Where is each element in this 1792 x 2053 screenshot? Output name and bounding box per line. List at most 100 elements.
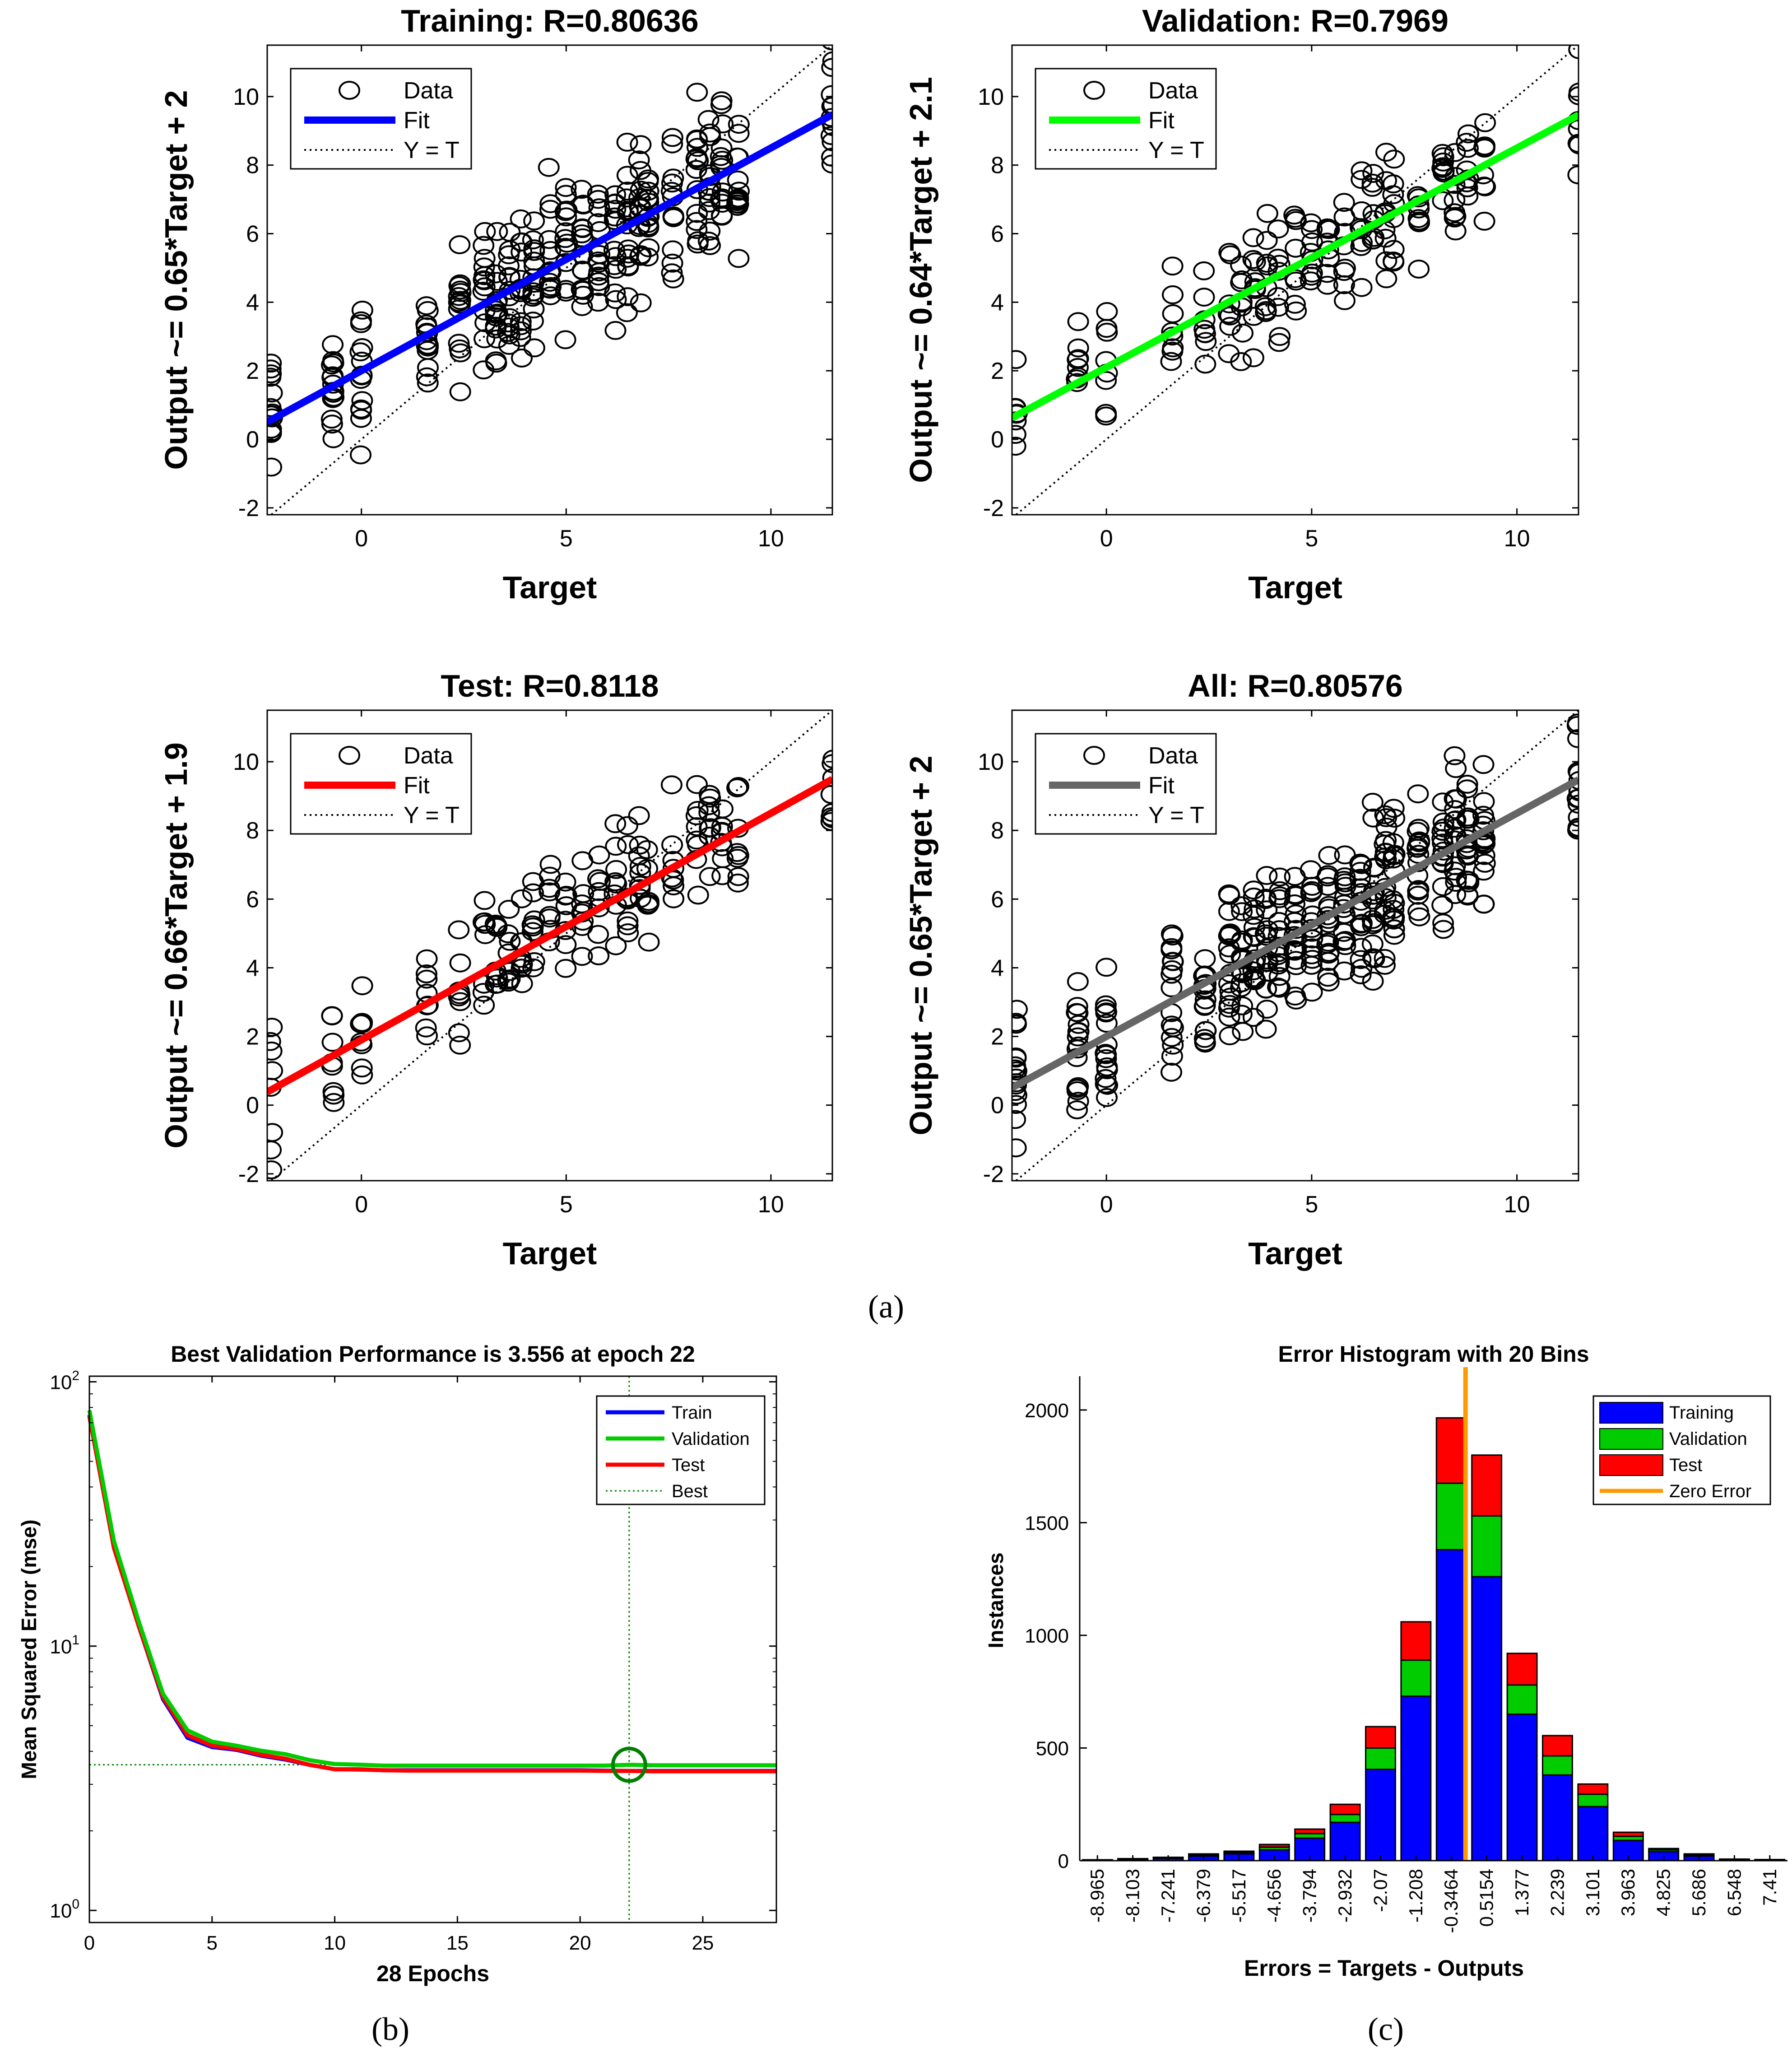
data-point xyxy=(1218,995,1240,1014)
plot-content xyxy=(267,45,832,515)
data-point xyxy=(1431,144,1453,163)
data-point xyxy=(727,846,749,865)
x-tick-label: 0 xyxy=(1100,1192,1113,1218)
x-tick-label: -0.3464 xyxy=(1440,1869,1462,1933)
y-tick-label: 100 xyxy=(50,1897,79,1922)
data-point xyxy=(636,840,658,859)
data-point xyxy=(1382,849,1404,869)
series-line-test xyxy=(87,1416,776,1774)
data-point xyxy=(1383,900,1405,919)
data-point xyxy=(1408,260,1430,279)
data-point xyxy=(1096,302,1118,321)
data-point xyxy=(605,837,627,856)
data-point xyxy=(1067,1077,1089,1096)
data-point xyxy=(1231,931,1253,950)
data-point xyxy=(617,835,639,854)
data-point xyxy=(571,224,593,243)
plot-title: Test: R=0.8118 xyxy=(441,668,659,703)
data-point xyxy=(484,914,506,934)
legend-label-identity: Y = T xyxy=(1148,802,1204,829)
data-point xyxy=(1232,1022,1254,1041)
data-point xyxy=(728,249,750,268)
data-point xyxy=(449,382,471,401)
data-point xyxy=(1096,322,1118,342)
data-point xyxy=(699,867,721,886)
fit-line xyxy=(1012,112,1578,421)
y-tick-label: 8 xyxy=(246,153,259,179)
y-tick-label: 4 xyxy=(991,955,1004,981)
data-point xyxy=(321,1033,344,1052)
y-tick-label: 6 xyxy=(991,221,1004,247)
bar-validation xyxy=(1542,1755,1573,1776)
series-line-validation xyxy=(87,1410,776,1768)
data-point xyxy=(486,974,508,994)
bar-validation xyxy=(1577,1793,1609,1807)
data-point xyxy=(588,845,610,865)
identity-line xyxy=(1014,45,1578,515)
data-point xyxy=(1474,113,1496,132)
data-point xyxy=(1374,956,1396,975)
data-point xyxy=(1374,805,1396,824)
data-point xyxy=(604,200,627,219)
data-point xyxy=(522,958,544,978)
data-point xyxy=(1067,312,1089,331)
data-point xyxy=(617,916,639,936)
x-tick-label: 25 xyxy=(692,1932,714,1954)
bar-training xyxy=(1542,1774,1573,1862)
data-point xyxy=(1568,45,1578,59)
bar-test xyxy=(1329,1803,1361,1816)
data-point xyxy=(587,925,609,944)
data-point xyxy=(1431,895,1453,915)
data-point xyxy=(1334,936,1356,955)
data-point xyxy=(1067,1092,1089,1111)
data-point xyxy=(636,859,658,878)
data-point xyxy=(449,235,471,254)
data-point xyxy=(1012,1000,1028,1019)
data-point xyxy=(448,293,470,312)
data-point xyxy=(1012,1138,1027,1158)
data-point xyxy=(1374,949,1396,968)
x-tick-label: -3.794 xyxy=(1299,1869,1320,1923)
data-point xyxy=(1284,987,1306,1006)
y-tick-label: 0 xyxy=(991,1093,1004,1119)
data-point xyxy=(1067,972,1089,991)
data-point xyxy=(727,873,749,893)
data-point xyxy=(1383,252,1405,272)
data-point xyxy=(498,317,520,337)
legend-label-train: Train xyxy=(672,1403,712,1423)
data-point xyxy=(1193,288,1215,307)
data-point xyxy=(1408,907,1430,926)
data-point xyxy=(511,889,533,908)
bar-validation xyxy=(1329,1814,1361,1823)
data-point xyxy=(511,232,533,251)
data-point xyxy=(1267,978,1289,997)
bar-training xyxy=(1365,1769,1396,1862)
data-point xyxy=(1362,230,1384,250)
bar-validation xyxy=(1471,1515,1503,1578)
data-point xyxy=(604,283,626,303)
data-point xyxy=(322,1082,344,1101)
plot-frame xyxy=(266,709,833,1182)
data-point xyxy=(1244,899,1266,919)
data-point xyxy=(1333,193,1355,212)
data-point xyxy=(1285,211,1307,230)
legend-label-training: Training xyxy=(1669,1403,1734,1423)
data-point xyxy=(1219,317,1241,336)
bar-test xyxy=(1471,1454,1503,1517)
y-tick-label: 4 xyxy=(246,289,259,316)
data-point xyxy=(416,1026,438,1046)
y-tick-label: -2 xyxy=(983,495,1004,521)
x-axis-label: Target xyxy=(503,570,597,605)
data-point xyxy=(1267,248,1289,268)
y-tick-label: 10 xyxy=(978,749,1004,775)
data-point xyxy=(698,803,720,822)
data-point xyxy=(728,182,750,201)
x-axis-label: Target xyxy=(1248,570,1342,605)
data-point xyxy=(727,867,749,886)
legend-label-validation: Validation xyxy=(1669,1429,1747,1449)
data-point xyxy=(448,920,470,940)
data-point xyxy=(1068,1015,1090,1034)
data-point xyxy=(1361,177,1383,197)
data-point xyxy=(1350,855,1372,874)
plot-title: Validation: R=0.7969 xyxy=(1142,3,1448,38)
